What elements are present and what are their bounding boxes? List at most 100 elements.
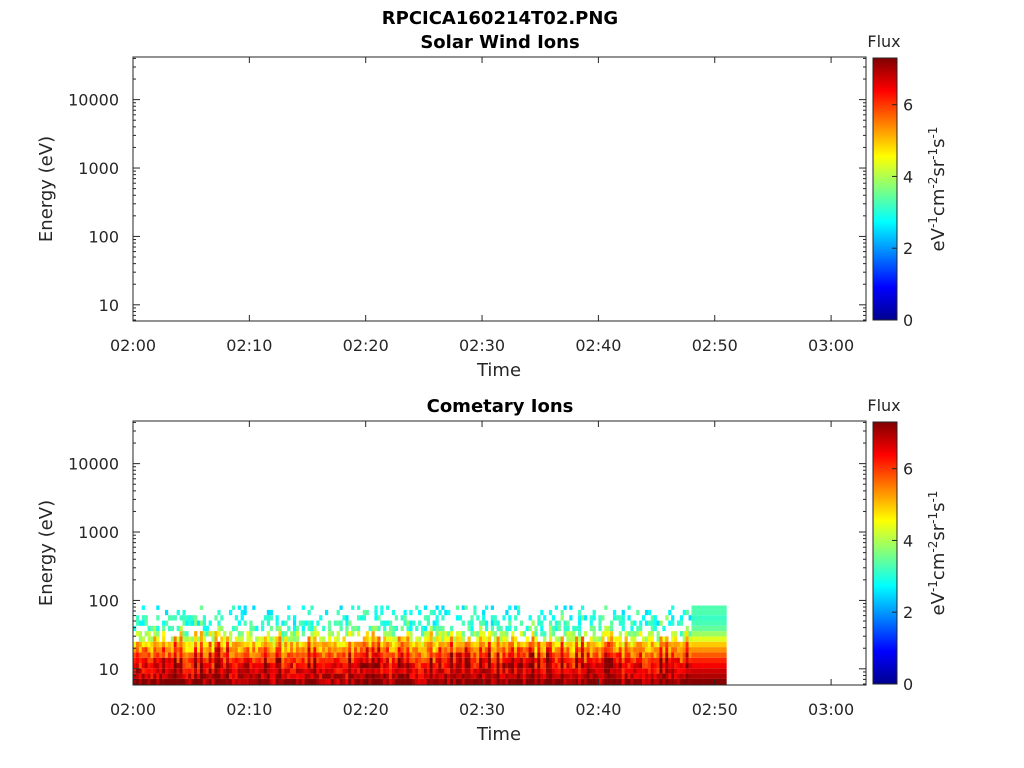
spectrogram-cell <box>714 615 718 621</box>
spectrogram-cell <box>196 647 201 653</box>
spectrogram-cell <box>324 657 329 664</box>
spectrogram-cell <box>598 678 602 685</box>
spectrogram-cell <box>554 605 558 610</box>
spectrogram-cell <box>284 636 288 642</box>
spectrogram-cell <box>531 663 535 669</box>
spectrogram-cell <box>208 673 212 679</box>
spectrogram-cell <box>412 641 416 648</box>
spectrogram-cell <box>133 625 137 632</box>
spectrogram-cell <box>290 673 294 679</box>
spectrogram-cell <box>569 615 573 621</box>
spectrogram-cell <box>662 625 666 632</box>
spectrogram-cell <box>170 657 175 664</box>
spectrogram-cell <box>144 663 148 669</box>
spectrogram-cell <box>583 647 588 653</box>
spectrogram-cell <box>400 663 404 669</box>
spectrogram-cell <box>557 641 561 648</box>
spectrogram-cell <box>627 668 631 674</box>
y-tick-label: 10000 <box>68 91 119 110</box>
spectrogram-cell <box>383 657 387 664</box>
spectrogram-cell <box>144 615 148 621</box>
spectrogram-cell <box>133 647 137 653</box>
spectrogram-cell <box>595 657 599 664</box>
spectrogram-cell <box>266 641 271 648</box>
spectrogram-cell <box>380 678 384 685</box>
spectrogram-cell <box>336 636 340 642</box>
spectrogram-cell <box>159 668 163 674</box>
spectrogram-cell <box>482 620 486 626</box>
spectrogram-cell <box>135 620 140 626</box>
spectrogram-cell <box>310 636 314 642</box>
spectrogram-cell <box>534 657 538 664</box>
spectrogram-cell <box>243 657 247 664</box>
spectrogram-cell <box>505 657 509 664</box>
spectrogram-cell <box>272 657 276 664</box>
spectrogram-cell <box>403 652 407 658</box>
spectrogram-cell <box>714 620 718 626</box>
spectrogram-cell <box>455 678 460 685</box>
panel-title: Cometary Ions <box>427 396 574 417</box>
spectrogram-cell <box>322 641 326 648</box>
spectrogram-cell <box>383 620 387 626</box>
spectrogram-cell <box>703 668 707 674</box>
spectrogram-cell <box>249 641 253 648</box>
spectrogram-cell <box>589 663 593 669</box>
spectrogram-cell <box>676 678 681 685</box>
spectrogram-cell <box>237 605 241 610</box>
spectrogram-cell <box>368 663 372 669</box>
spectrogram-cell <box>339 647 343 653</box>
spectrogram-cell <box>150 636 154 642</box>
spectrogram-cell <box>133 652 137 658</box>
spectrogram-cell <box>461 647 465 653</box>
spectrogram-cell <box>220 615 224 621</box>
spectrogram-cell <box>423 605 428 610</box>
spectrogram-cell <box>679 657 684 664</box>
spectrogram-cell <box>348 641 352 648</box>
spectrogram-cell <box>351 631 355 637</box>
spectrogram-cell <box>566 673 570 679</box>
spectrogram-cell <box>595 678 599 685</box>
spectrogram-cell <box>234 668 239 674</box>
spectrogram-cell <box>723 668 727 674</box>
spectrogram-cell <box>580 647 585 653</box>
spectrogram-cell <box>575 625 579 632</box>
colorbar-title: Flux <box>867 32 900 51</box>
spectrogram-cell <box>505 647 509 653</box>
spectrogram-cell <box>287 605 291 610</box>
spectrogram-cell <box>435 678 439 685</box>
spectrogram-cell <box>182 615 186 621</box>
spectrogram-cell <box>266 609 271 616</box>
spectrogram-cell <box>141 673 145 679</box>
spectrogram-cell <box>662 678 666 685</box>
spectrogram-cell <box>374 673 378 679</box>
spectrogram-cell <box>618 647 622 653</box>
spectrogram-cell <box>516 605 521 610</box>
spectrogram-cell <box>342 663 346 669</box>
spectrogram-cell <box>301 678 305 685</box>
spectrogram-cell <box>435 636 439 642</box>
spectrogram-cell <box>505 673 509 679</box>
spectrogram-cell <box>572 678 576 685</box>
spectrogram-cell <box>723 609 727 616</box>
spectrogram-cell <box>708 678 713 685</box>
spectrogram-cell <box>604 657 608 664</box>
spectrogram-cell <box>674 657 678 664</box>
spectrogram-cell <box>662 652 666 658</box>
spectrogram-cell <box>543 678 547 685</box>
spectrogram-cell <box>202 663 207 669</box>
spectrogram-cell <box>499 652 503 658</box>
spectrogram-cell <box>578 625 582 632</box>
spectrogram-cell <box>563 631 567 637</box>
spectrogram-cell <box>717 631 721 637</box>
spectrogram-cell <box>199 631 204 637</box>
spectrogram-cell <box>610 663 614 669</box>
spectrogram-cell <box>679 652 684 658</box>
spectrogram-cell <box>438 678 442 685</box>
spectrogram-cell <box>706 678 710 685</box>
spectrogram-cell <box>231 668 236 674</box>
spectrogram-cell <box>450 657 454 664</box>
spectrogram-cell <box>135 652 140 658</box>
y-tick-label: 10000 <box>68 455 119 474</box>
